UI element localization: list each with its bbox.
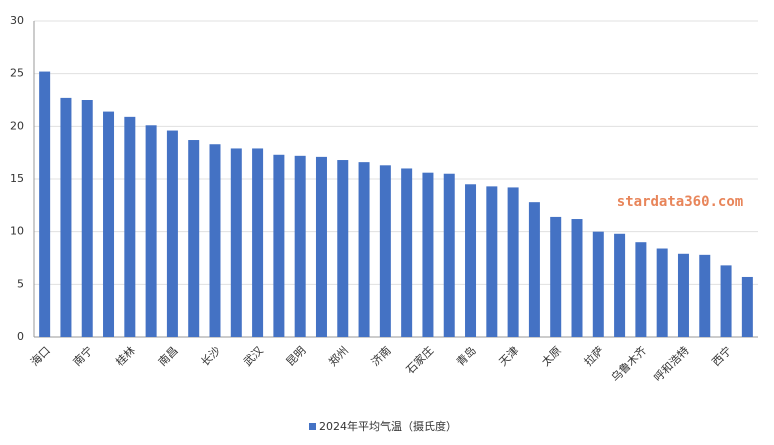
bar — [422, 172, 434, 337]
y-tick-label: 5 — [17, 277, 24, 290]
x-tick-label: 桂林 — [113, 343, 138, 368]
bar — [571, 219, 583, 337]
bar — [209, 144, 221, 337]
bar — [145, 125, 157, 337]
x-tick-label: 郑州 — [326, 343, 351, 368]
bar — [443, 173, 455, 337]
bar — [230, 148, 242, 337]
bar — [507, 187, 519, 337]
x-tick-label: 拉萨 — [581, 343, 606, 368]
x-tick-label: 青岛 — [453, 343, 478, 368]
bar — [720, 265, 732, 337]
x-tick-label: 呼和浩特 — [651, 343, 692, 384]
bar — [103, 111, 115, 337]
bar — [528, 202, 540, 337]
bar — [741, 276, 753, 337]
y-tick-label: 0 — [17, 330, 24, 343]
x-tick-label: 海口 — [27, 343, 52, 368]
bar — [337, 160, 349, 337]
bar — [635, 242, 647, 337]
bar — [401, 168, 413, 337]
bar — [166, 130, 178, 337]
x-tick-label: 济南 — [368, 343, 393, 368]
legend-swatch — [309, 423, 316, 430]
bar — [699, 254, 711, 337]
x-tick-label: 石家庄 — [403, 343, 436, 376]
y-tick-label: 30 — [10, 14, 24, 27]
bar — [592, 231, 604, 337]
x-tick-label: 南宁 — [70, 343, 95, 368]
x-tick-label: 乌鲁木齐 — [608, 343, 649, 384]
y-tick-label: 20 — [10, 119, 24, 132]
bar — [550, 216, 562, 337]
x-tick-label: 太原 — [539, 344, 564, 369]
bar — [315, 156, 327, 337]
bar — [273, 154, 285, 337]
bar — [358, 162, 370, 337]
bar — [677, 253, 689, 337]
bar — [614, 233, 626, 337]
x-tick-label: 天津 — [497, 344, 522, 369]
bar — [294, 155, 306, 337]
y-tick-label: 25 — [10, 67, 24, 80]
bar — [486, 186, 498, 337]
x-tick-label: 昆明 — [284, 344, 309, 369]
x-tick-label: 长沙 — [198, 344, 223, 369]
bar — [465, 184, 477, 337]
y-tick-label: 15 — [10, 172, 24, 185]
bar — [81, 100, 93, 337]
bar — [60, 97, 72, 337]
x-tick-label: 南昌 — [156, 344, 181, 369]
y-tick-label: 10 — [10, 225, 24, 238]
x-tick-label: 武汉 — [241, 344, 266, 369]
bar — [39, 71, 51, 337]
bar — [656, 248, 668, 337]
bar — [379, 165, 391, 337]
bar — [124, 116, 136, 337]
watermark: stardata360.com — [617, 194, 743, 210]
legend-label: 2024年平均气温（摄氏度） — [319, 419, 457, 433]
bar — [252, 148, 264, 337]
bar — [188, 140, 200, 337]
x-tick-label: 西宁 — [709, 343, 734, 368]
